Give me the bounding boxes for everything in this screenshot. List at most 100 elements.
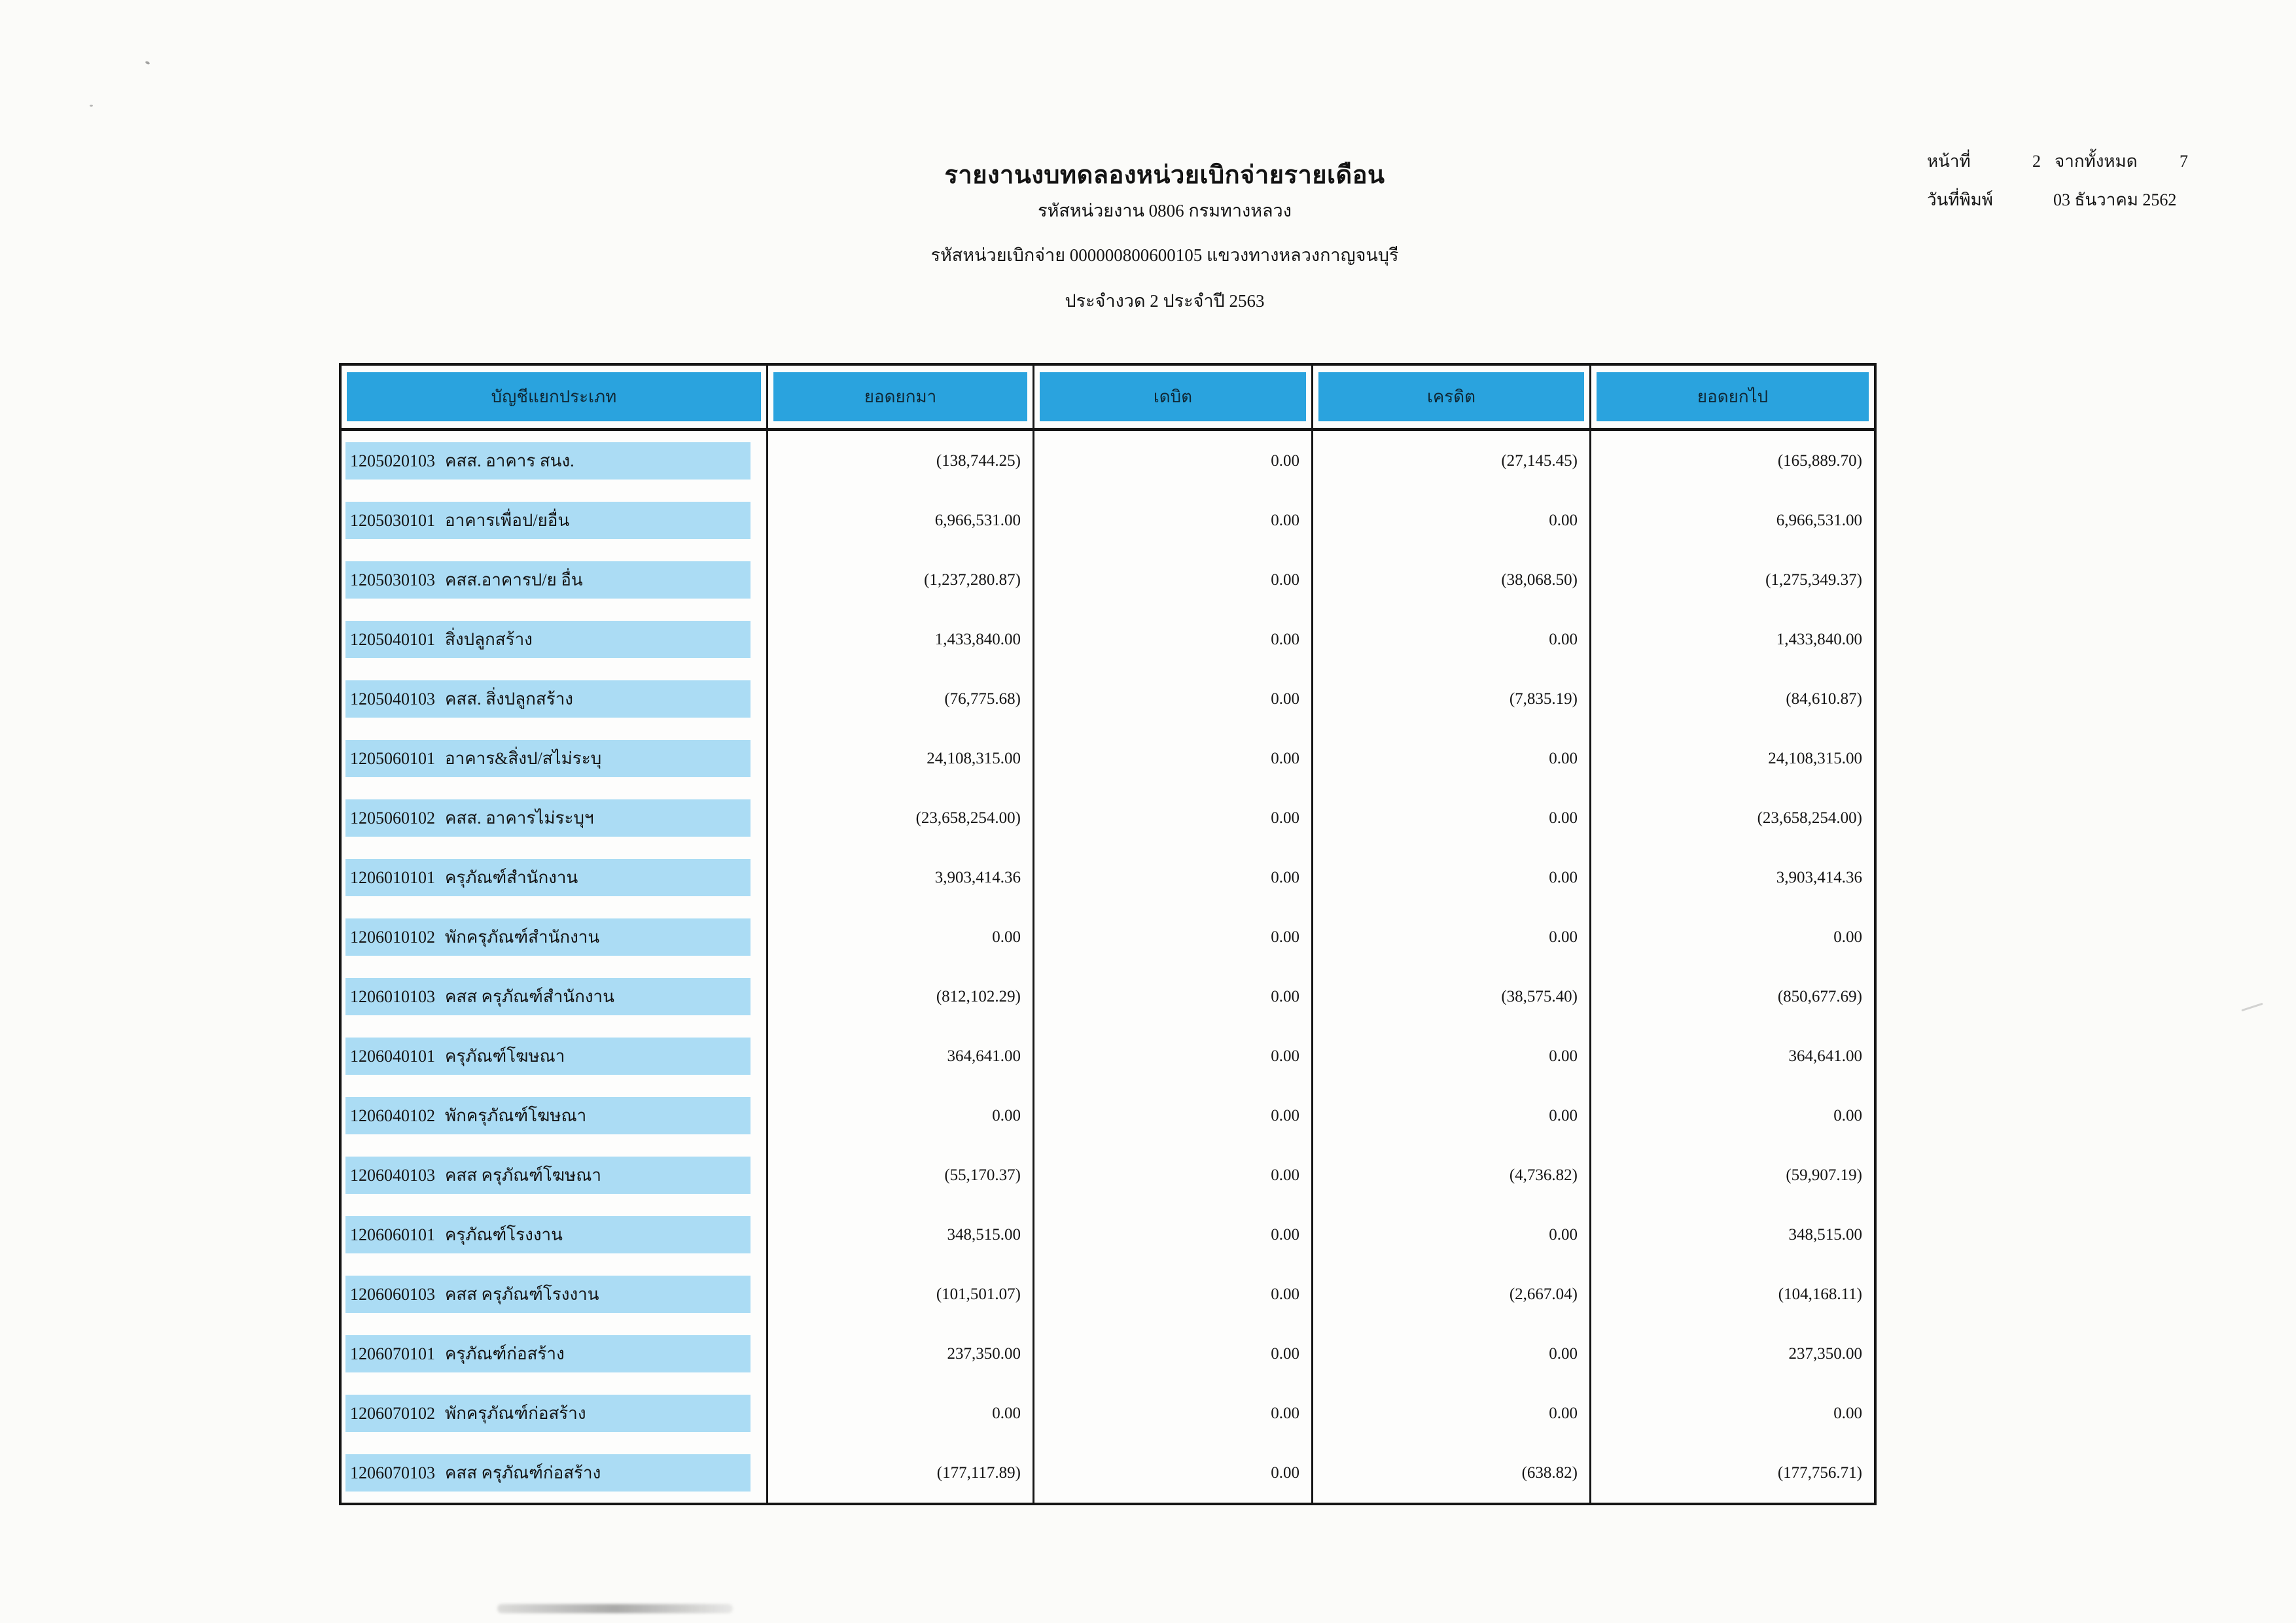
opening-balance-cell: (101,501.07): [768, 1265, 1034, 1324]
account-code: 1206010101: [350, 867, 435, 887]
opening-balance-cell: (76,775.68): [768, 669, 1034, 729]
account-name: พักครุภัณฑ์สำนักงาน: [445, 928, 600, 947]
account-band: 1205020103 คสส. อาคาร สนง.: [345, 442, 751, 480]
page-label: หน้าที่: [1927, 152, 1971, 171]
credit-cell: (4,736.82): [1313, 1145, 1591, 1205]
account-band: 1205040103 คสส. สิ่งปลูกสร้าง: [345, 680, 751, 718]
account-cell: 1206060101 ครุภัณฑ์โรงงาน: [342, 1205, 768, 1265]
closing-balance-cell: (84,610.87): [1786, 689, 1862, 708]
account-cell: 1205040103 คสส. สิ่งปลูกสร้าง: [342, 669, 768, 729]
column-header-debit-cell: เดบิต: [1034, 366, 1313, 431]
debit-cell: 0.00: [1034, 1324, 1313, 1384]
account-cell: 1206040101 ครุภัณฑ์โฆษณา: [342, 1026, 768, 1086]
account-code: 1206060103: [350, 1284, 435, 1304]
account-cell: 1206040102 พักครุภัณฑ์โฆษณา: [342, 1086, 768, 1145]
account-name: คสส ครุภัณฑ์โรงงาน: [445, 1285, 599, 1304]
account-cell: 1206060103 คสส ครุภัณฑ์โรงงาน: [342, 1265, 768, 1324]
account-band: 1205060101 อาคาร&สิ่งป/สไม่ระบุ: [345, 740, 751, 777]
column-header-account-cell: บัญชีแยกประเภท: [342, 366, 768, 431]
account-code: 1206040103: [350, 1165, 435, 1185]
credit-cell: (27,145.45): [1313, 431, 1591, 491]
account-name: พักครุภัณฑ์โฆษณา: [445, 1106, 587, 1125]
account-code: 1206070103: [350, 1463, 435, 1482]
credit-cell: 0.00: [1313, 1324, 1591, 1384]
opening-balance-cell: (23,658,254.00): [768, 788, 1034, 848]
account-name: ครุภัณฑ์สำนักงาน: [445, 868, 578, 887]
closing-balance-cell: (59,907.19): [1786, 1166, 1862, 1184]
debit-cell: 0.00: [1034, 1145, 1313, 1205]
print-date-label: วันที่พิมพ์: [1927, 190, 1993, 209]
account-band: 1206040103 คสส ครุภัณฑ์โฆษณา: [345, 1157, 751, 1194]
opening-balance-cell: 237,350.00: [768, 1324, 1034, 1384]
opening-balance-cell: (138,744.25): [768, 431, 1034, 491]
opening-balance-cell: 6,966,531.00: [768, 491, 1034, 550]
account-name: ครุภัณฑ์ก่อสร้าง: [445, 1344, 565, 1363]
closing-balance-cell: 348,515.00: [1788, 1225, 1863, 1244]
total-pages: 7: [2180, 152, 2188, 171]
closing-balance-cell: 24,108,315.00: [1768, 749, 1862, 767]
debit-cell: 0.00: [1034, 669, 1313, 729]
closing-balance-cell: 3,903,414.36: [1776, 868, 1862, 886]
account-name: สิ่งปลูกสร้าง: [445, 630, 533, 649]
print-date-row: วันที่พิมพ์ 03 ธันวาคม 2562: [1927, 186, 2228, 213]
account-band: 1205030101 อาคารเพื่อป/ยอื่น: [345, 502, 751, 539]
account-name: ครุภัณฑ์โรงงาน: [445, 1225, 563, 1244]
opening-balance-cell: 3,903,414.36: [768, 848, 1034, 907]
account-cell: 1206010102 พักครุภัณฑ์สำนักงาน: [342, 907, 768, 967]
debit-cell: 0.00: [1034, 431, 1313, 491]
account-cell: 1206010101 ครุภัณฑ์สำนักงาน: [342, 848, 768, 907]
account-band: 1206040102 พักครุภัณฑ์โฆษณา: [345, 1097, 751, 1134]
account-cell: 1206040103 คสส ครุภัณฑ์โฆษณา: [342, 1145, 768, 1205]
account-band: 1206040101 ครุภัณฑ์โฆษณา: [345, 1038, 751, 1075]
opening-balance-cell: 0.00: [768, 907, 1034, 967]
closing-balance-cell: 6,966,531.00: [1776, 511, 1862, 529]
account-band: 1205040101 สิ่งปลูกสร้าง: [345, 621, 751, 658]
scan-artifact: [497, 1604, 733, 1613]
page-number: 2: [2032, 152, 2041, 171]
account-name: อาคารเพื่อป/ยอื่น: [445, 511, 570, 530]
account-name: คสส. สิ่งปลูกสร้าง: [445, 689, 574, 708]
credit-cell: (7,835.19): [1313, 669, 1591, 729]
account-band: 1206070101 ครุภัณฑ์ก่อสร้าง: [345, 1335, 751, 1372]
account-band: 1205060102 คสส. อาคารไม่ระบุฯ: [345, 799, 751, 837]
debit-cell: 0.00: [1034, 1026, 1313, 1086]
account-band: 1206010103 คสส ครุภัณฑ์สำนักงาน: [345, 978, 751, 1015]
credit-cell: 0.00: [1313, 788, 1591, 848]
credit-cell: (38,068.50): [1313, 550, 1591, 610]
debit-cell: 0.00: [1034, 1443, 1313, 1503]
credit-cell: 0.00: [1313, 907, 1591, 967]
debit-cell: 0.00: [1034, 1086, 1313, 1145]
scan-artifact: [2241, 1002, 2263, 1012]
report-agency-line: รหัสหน่วยงาน 0806 กรมทางหลวง: [1038, 201, 1292, 220]
opening-balance-cell: 0.00: [768, 1384, 1034, 1443]
print-date-value: 03 ธันวาคม 2562: [2053, 190, 2177, 209]
account-name: คสส ครุภัณฑ์โฆษณา: [445, 1166, 601, 1185]
column-header-closing: ยอดยกไป: [1597, 372, 1869, 421]
account-name: คสส. อาคารไม่ระบุฯ: [445, 809, 594, 828]
report-unit-line: รหัสหน่วยเบิกจ่าย 000000800600105 แขวงทา…: [930, 245, 1399, 265]
account-cell: 1205040101 สิ่งปลูกสร้าง: [342, 610, 768, 669]
column-header-credit-cell: เครดิต: [1313, 366, 1591, 431]
debit-cell: 0.00: [1034, 729, 1313, 788]
opening-balance-cell: 364,641.00: [768, 1026, 1034, 1086]
opening-balance-cell: 24,108,315.00: [768, 729, 1034, 788]
account-code: 1206040102: [350, 1106, 435, 1125]
debit-cell: 0.00: [1034, 610, 1313, 669]
account-code: 1205060102: [350, 808, 435, 828]
account-code: 1206010103: [350, 986, 435, 1006]
debit-cell: 0.00: [1034, 491, 1313, 550]
account-code: 1206060101: [350, 1225, 435, 1244]
opening-balance-cell: (812,102.29): [768, 967, 1034, 1026]
report-title: รายงานงบทดลองหน่วยเบิกจ่ายรายเดือน: [944, 162, 1385, 189]
account-code: 1206010102: [350, 927, 435, 947]
account-cell: 1206010103 คสส ครุภัณฑ์สำนักงาน: [342, 967, 768, 1026]
credit-cell: (38,575.40): [1313, 967, 1591, 1026]
closing-balance-cell: 237,350.00: [1788, 1344, 1863, 1363]
account-cell: 1205030101 อาคารเพื่อป/ยอื่น: [342, 491, 768, 550]
scan-artifact: [90, 105, 93, 107]
account-cell: 1206070102 พักครุภัณฑ์ก่อสร้าง: [342, 1384, 768, 1443]
credit-cell: 0.00: [1313, 1026, 1591, 1086]
account-cell: 1206070103 คสส ครุภัณฑ์ก่อสร้าง: [342, 1443, 768, 1503]
account-name: คสส.อาคารป/ย อื่น: [445, 570, 583, 589]
account-code: 1205030101: [350, 510, 435, 530]
